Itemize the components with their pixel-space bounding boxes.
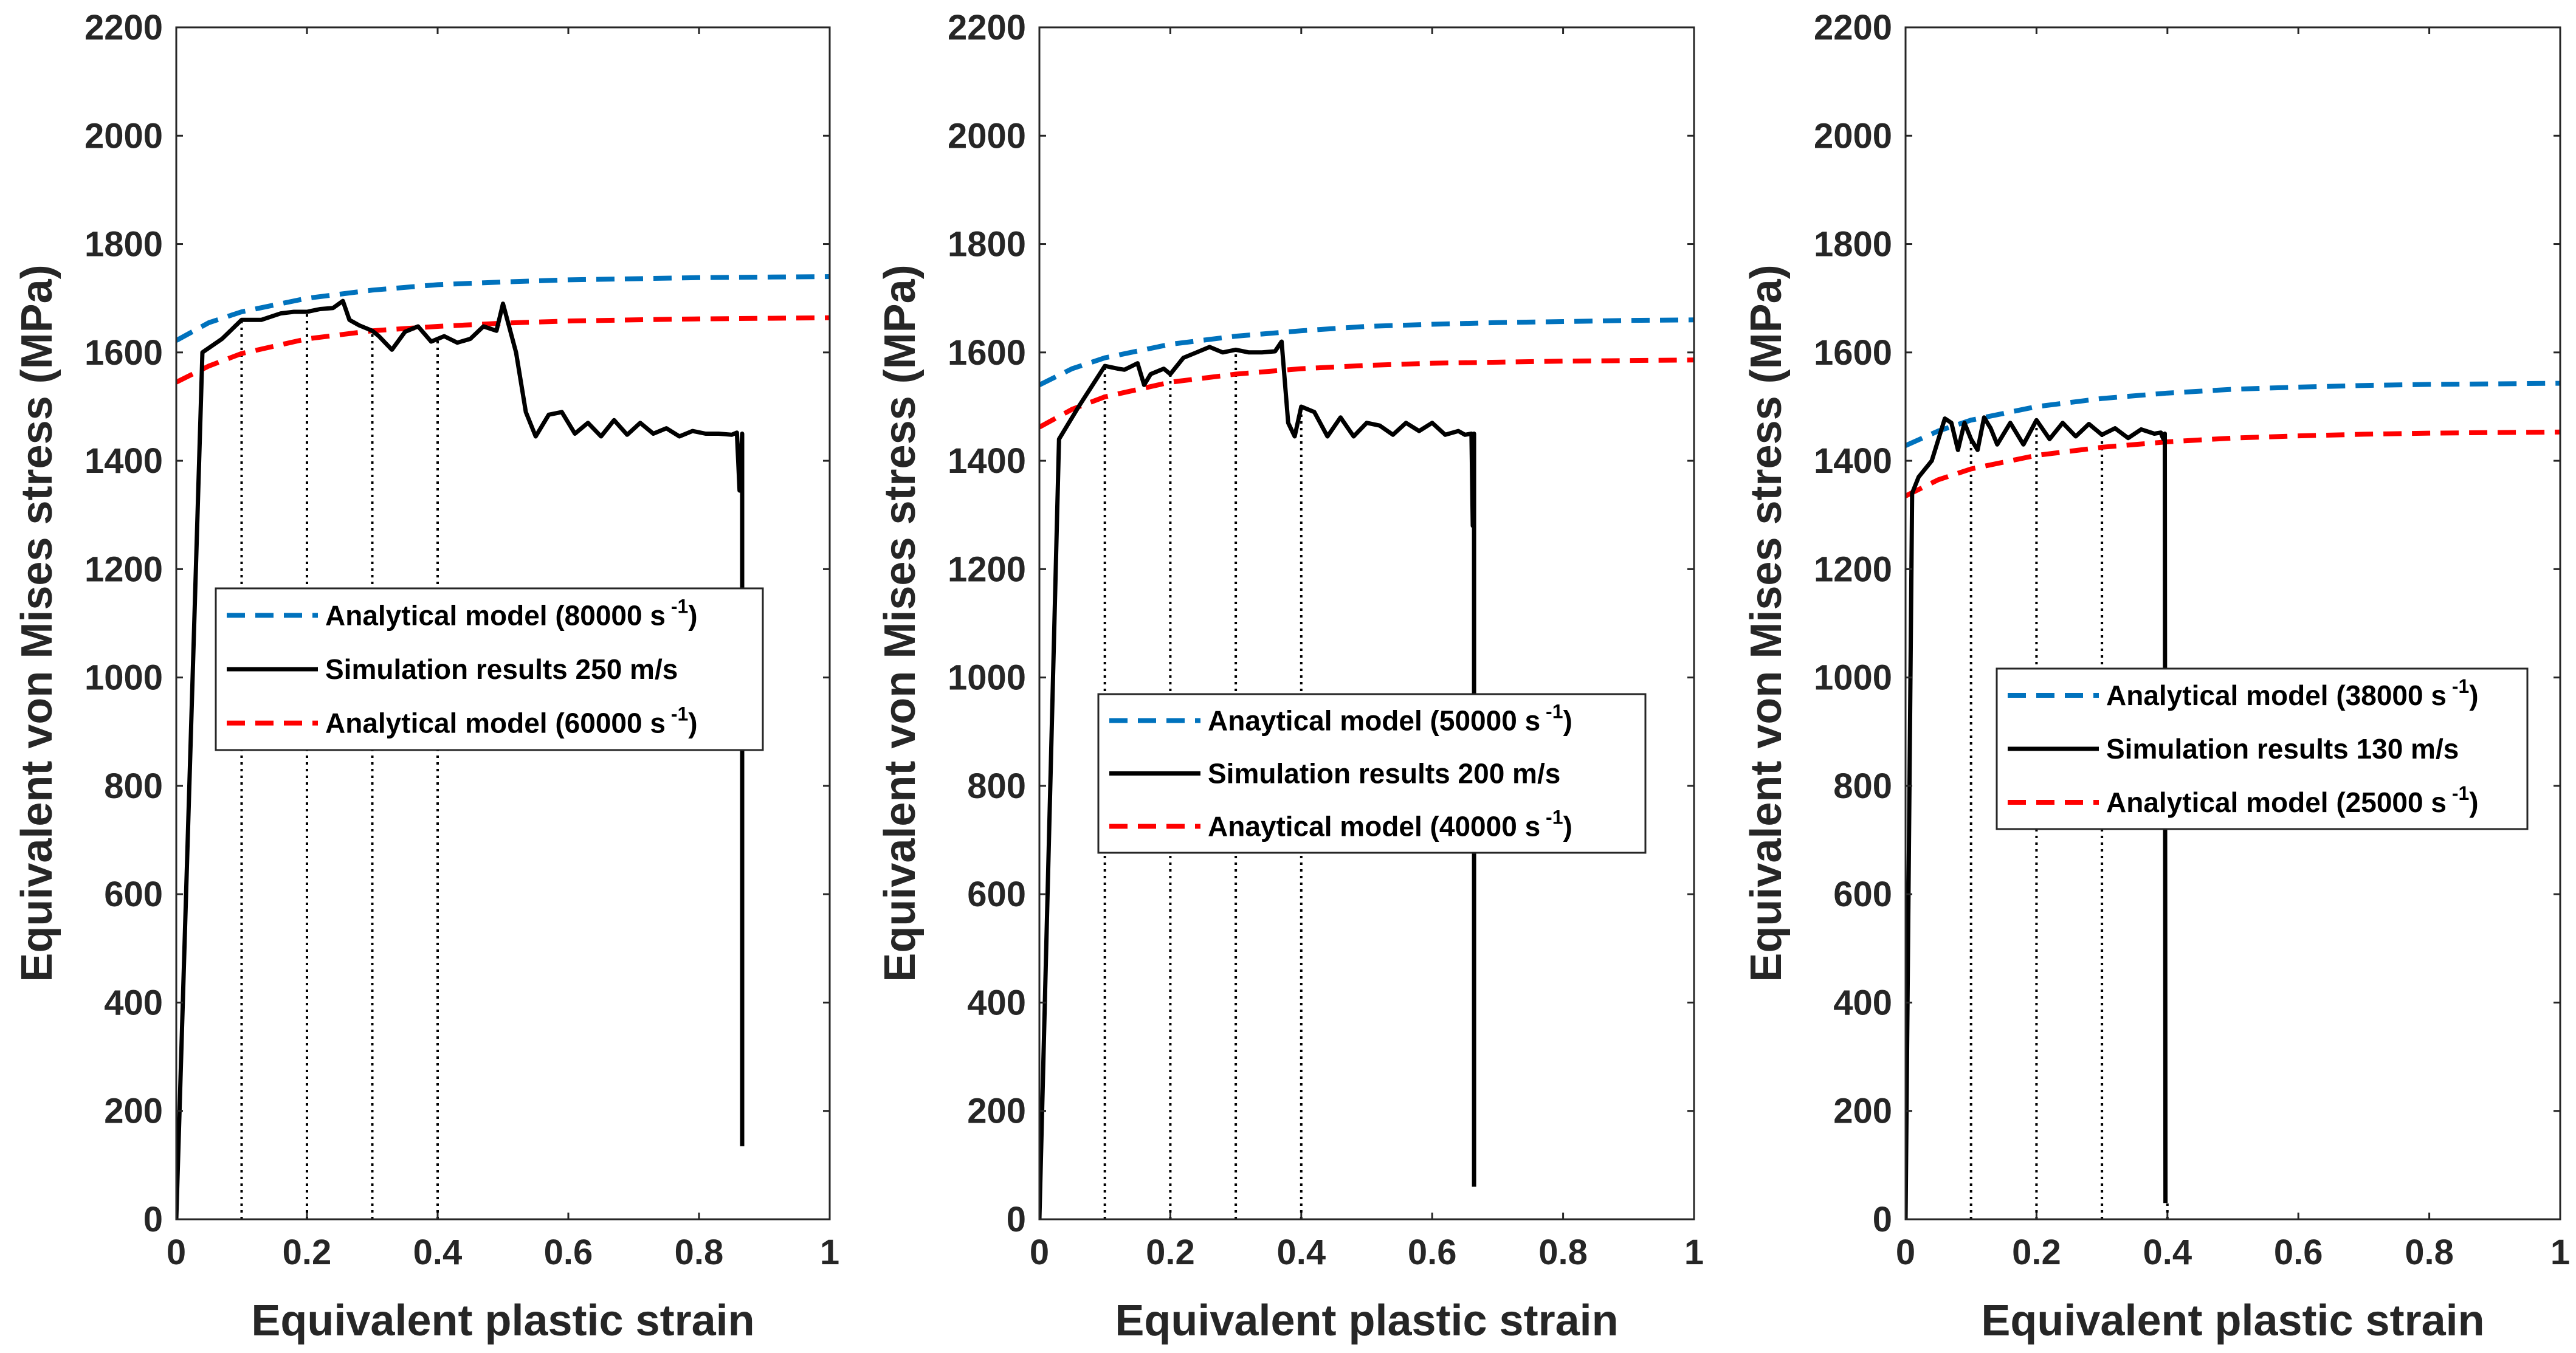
chart2-ytick-label-0: 0 xyxy=(1007,1200,1026,1239)
chart3-ytick-label-0: 0 xyxy=(1873,1200,1892,1239)
chart1-ytick-label-0: 0 xyxy=(143,1200,163,1239)
chart1-ytick-label-7: 1400 xyxy=(84,441,163,481)
chart1-legend-label-2: Simulation results 250 m/s xyxy=(325,653,678,685)
chart3-legend-label-1: Analytical model (38000 s -1) xyxy=(2106,675,2479,711)
chart3-ytick-label-10: 2000 xyxy=(1814,116,1892,156)
chart3-ytick-label-8: 1600 xyxy=(1814,333,1892,373)
chart2-xtick-label-5: 1 xyxy=(1684,1233,1704,1272)
chart3-xtick-label-0: 0 xyxy=(1896,1233,1915,1272)
chart2-legend-label-2: Simulation results 200 m/s xyxy=(1208,758,1560,790)
chart3-xlabel: Equivalent plastic strain xyxy=(1981,1296,2484,1345)
chart1-ytick-label-11: 2200 xyxy=(84,8,163,47)
chart3-legend-label-2: Simulation results 130 m/s xyxy=(2106,733,2459,765)
chart2-ytick-label-2: 400 xyxy=(967,983,1026,1022)
chart3-legend-label-3: Analytical model (25000 s -1) xyxy=(2106,782,2479,818)
chart3-xtick-label-4: 0.8 xyxy=(2405,1233,2454,1272)
chart3-ytick-label-3: 600 xyxy=(1833,875,1892,914)
chart1-xtick-label-4: 0.8 xyxy=(675,1233,724,1272)
chart2: 0 200 400 600 800 1000 1200 1400 1600 1800 2000 220… xyxy=(876,8,1704,1345)
chart2-ylabel: Equivalent von Mises stress (MPa) xyxy=(876,264,925,982)
chart2-xtick-label-3: 0.6 xyxy=(1408,1233,1457,1272)
chart3-xtick-label-5: 1 xyxy=(2550,1233,2570,1272)
chart2-ytick-label-10: 2000 xyxy=(948,116,1026,156)
chart2-xlabel: Equivalent plastic strain xyxy=(1115,1296,1618,1345)
chart3-xtick-label-1: 0.2 xyxy=(2012,1233,2061,1272)
chart1-ytick-label-4: 800 xyxy=(104,766,163,806)
chart1-series-2 xyxy=(176,315,830,385)
chart1-series-1 xyxy=(176,274,830,343)
chart3-series-2 xyxy=(1906,429,2560,498)
chart1-series-3 xyxy=(176,298,745,1219)
chart2-ytick-label-3: 600 xyxy=(967,875,1026,914)
chart2-plot-area xyxy=(1039,27,1694,1219)
chart2-series-3 xyxy=(1039,339,1476,1219)
chart3-ytick-label-7: 1400 xyxy=(1814,441,1892,481)
chart1-ytick-label-3: 600 xyxy=(104,875,163,914)
chart2-legend: Anaytical model (50000 s -1) Simulation r… xyxy=(1097,693,1647,854)
chart1-ytick-label-1: 200 xyxy=(104,1092,163,1131)
chart2-ytick-label-7: 1400 xyxy=(948,441,1026,481)
chart2-ytick-label-11: 2200 xyxy=(948,8,1026,47)
chart2-series-2 xyxy=(1039,357,1694,430)
chart3-series-3 xyxy=(1906,415,2168,1219)
chart1-xtick-label-3: 0.6 xyxy=(544,1233,593,1272)
chart2-ytick-label-9: 1800 xyxy=(948,225,1026,264)
chart3: 0 200 400 600 800 1000 1200 1400 1600 1800 2000 220… xyxy=(1742,8,2570,1345)
chart1-xtick-label-5: 1 xyxy=(820,1233,839,1272)
chart1-ytick-label-2: 400 xyxy=(104,983,163,1022)
chart1-ytick-label-6: 1200 xyxy=(84,549,163,589)
chart3-xtick-label-2: 0.4 xyxy=(2143,1233,2192,1272)
chart3-legend: Analytical model (38000 s -1) Simulation … xyxy=(1996,667,2529,830)
chart1-ylabel: Equivalent von Mises stress (MPa) xyxy=(13,264,61,982)
chart3-plot-area xyxy=(1906,27,2560,1219)
chart2-xtick-label-1: 0.2 xyxy=(1146,1233,1195,1272)
chart3-ytick-label-1: 200 xyxy=(1833,1092,1892,1131)
chart3-axes-box xyxy=(1904,26,2561,1220)
chart2-ytick-label-5: 1000 xyxy=(948,658,1026,698)
chart1-axes-box xyxy=(175,26,831,1220)
chart1-xtick-label-2: 0.4 xyxy=(413,1233,463,1272)
chart2-legend-label-3: Anaytical model (40000 s -1) xyxy=(1208,807,1572,842)
chart1: 0 200 400 600 800 1000 1200 1400 1600 1800 2000 220… xyxy=(13,8,839,1345)
chart1-ytick-label-9: 1800 xyxy=(84,225,163,264)
chart3-xtick-label-3: 0.6 xyxy=(2274,1233,2323,1272)
chart3-ytick-label-6: 1200 xyxy=(1814,549,1892,589)
chart2-axes-box xyxy=(1038,26,1695,1220)
chart3-ytick-label-4: 800 xyxy=(1833,766,1892,806)
chart1-xtick-label-0: 0 xyxy=(167,1233,186,1272)
chart2-xtick-label-4: 0.8 xyxy=(1538,1233,1588,1272)
chart1-xtick-label-1: 0.2 xyxy=(283,1233,332,1272)
chart2-series-1 xyxy=(1039,317,1694,387)
chart2-ytick-label-6: 1200 xyxy=(948,549,1026,589)
chart2-ytick-label-1: 200 xyxy=(967,1092,1026,1131)
chart3-data-layer xyxy=(1906,380,2560,1219)
chart1-data-layer xyxy=(176,274,830,1219)
chart3-ylabel: Equivalent von Mises stress (MPa) xyxy=(1742,264,1791,982)
chart1-xlabel: Equivalent plastic strain xyxy=(251,1296,754,1345)
chart1-legend-label-1: Analytical model (80000 s -1) xyxy=(325,595,698,631)
chart1-legend: Analytical model (80000 s -1) Simulation … xyxy=(215,587,764,751)
chart3-ytick-label-9: 1800 xyxy=(1814,225,1892,264)
chart2-ytick-label-4: 800 xyxy=(967,766,1026,806)
chart2-legend-label-1: Anaytical model (50000 s -1) xyxy=(1208,701,1572,737)
chart2-xtick-label-2: 0.4 xyxy=(1276,1233,1326,1272)
chart3-ytick-label-11: 2200 xyxy=(1814,8,1892,47)
chart3-ytick-label-5: 1000 xyxy=(1814,658,1892,698)
chart1-ytick-label-8: 1600 xyxy=(84,333,163,373)
chart3-ytick-label-2: 400 xyxy=(1833,983,1892,1022)
chart1-ytick-label-10: 2000 xyxy=(84,116,163,156)
chart2-xtick-label-0: 0 xyxy=(1030,1233,1049,1272)
chart2-ytick-label-8: 1600 xyxy=(948,333,1026,373)
chart1-ytick-label-5: 1000 xyxy=(84,658,163,698)
chart1-legend-label-3: Analytical model (60000 s -1) xyxy=(325,703,698,739)
